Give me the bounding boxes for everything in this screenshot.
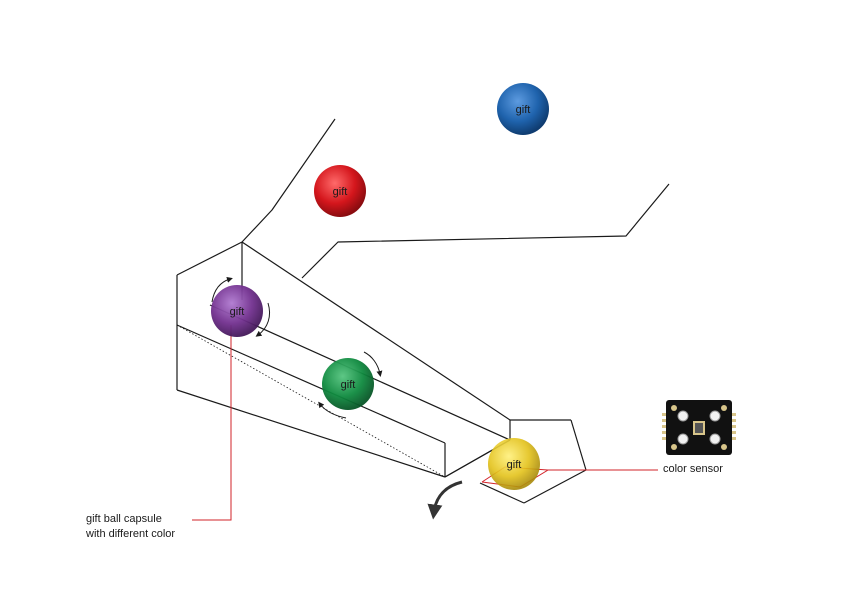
callout-lines [192,325,658,521]
svg-text:gift: gift [230,306,245,318]
ball-green: gift [322,358,374,410]
capsule-label-line2: with different color [86,528,176,540]
ball-purple: gift [211,285,263,337]
color-sensor-label: color sensor [663,463,723,475]
capsule-label-line1: gift ball capsule [86,513,162,525]
rotation-arrows [211,276,383,419]
ball-yellow: gift [488,438,540,490]
svg-text:gift: gift [333,186,348,198]
svg-text:gift: gift [341,379,356,391]
ball-blue: gift [497,83,549,135]
exit-arrow-icon [427,480,463,520]
svg-text:gift: gift [516,104,531,116]
ball-red: gift [314,165,366,217]
gift-ball-capsule-label: gift ball capsule with different color [86,512,175,542]
color-sensor-board-icon [662,400,736,455]
svg-text:gift: gift [507,459,522,471]
